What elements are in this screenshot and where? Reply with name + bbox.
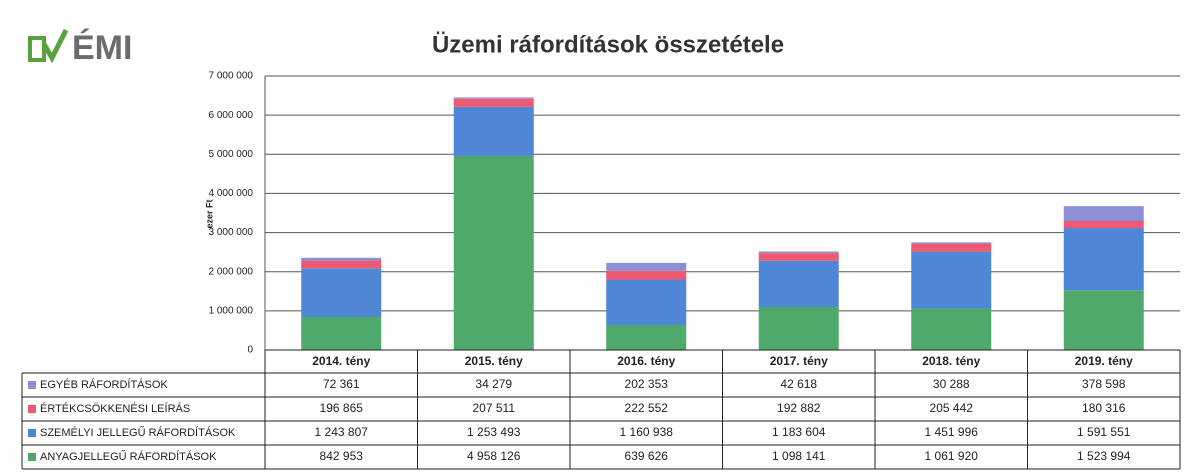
bar-segment xyxy=(911,243,992,252)
y-tick-label: 7 000 000 xyxy=(209,71,254,82)
logo: ÉMI xyxy=(72,29,132,67)
y-tick-label: 2 000 000 xyxy=(209,266,254,277)
bar-segment xyxy=(453,106,534,156)
x-tick-label: 2019. tény xyxy=(1075,354,1133,368)
bar-segment xyxy=(758,307,839,350)
bar-segment xyxy=(606,279,687,325)
bar-segment xyxy=(911,242,992,244)
bar-segment xyxy=(758,260,839,308)
table-cell: 196 865 xyxy=(320,401,364,415)
bar-segment xyxy=(453,155,534,350)
table-cell: 1 098 141 xyxy=(772,449,826,463)
table-cell: 1 243 807 xyxy=(315,425,369,439)
x-tick-label: 2018. tény xyxy=(922,354,980,368)
y-tick-label: 5 000 000 xyxy=(209,149,254,160)
table-cell: 42 618 xyxy=(780,377,817,391)
bar-segment xyxy=(301,257,382,261)
bar-segment xyxy=(1063,228,1144,291)
y-tick-label: 0 xyxy=(247,345,253,356)
bar-segment xyxy=(1063,220,1144,229)
y-tick-label: 4 000 000 xyxy=(209,188,254,199)
bar-segment xyxy=(758,251,839,254)
bar-segment xyxy=(1063,206,1144,221)
table-cell: 842 953 xyxy=(320,449,364,463)
table-cell: 30 288 xyxy=(933,377,970,391)
table-cell: 639 626 xyxy=(625,449,669,463)
table-cell: 1 061 920 xyxy=(925,449,979,463)
table-cell: 1 253 493 xyxy=(467,425,521,439)
table-cell: 192 882 xyxy=(777,401,821,415)
table-cell: 1 183 604 xyxy=(772,425,826,439)
bar-segment xyxy=(301,317,382,350)
table-cell: 180 316 xyxy=(1082,401,1126,415)
table-cell: 4 958 126 xyxy=(467,449,521,463)
legend-swatch xyxy=(28,405,36,413)
x-tick-label: 2014. tény xyxy=(312,354,370,368)
bar-segment xyxy=(1063,290,1144,350)
bar-segment xyxy=(606,262,687,271)
logo-mark xyxy=(28,36,46,62)
table-cell: 1 160 938 xyxy=(620,425,674,439)
table-cell: 378 598 xyxy=(1082,377,1126,391)
table-cell: 72 361 xyxy=(323,377,360,391)
table-cell: 207 511 xyxy=(473,401,516,415)
legend-label: ÉRTÉKCSÖKKENÉSI LEÍRÁS xyxy=(40,402,190,415)
table-cell: 202 353 xyxy=(625,377,669,391)
bar-segment xyxy=(911,308,992,350)
x-tick-label: 2016. tény xyxy=(617,354,675,368)
bar-segment xyxy=(301,268,382,318)
table-cell: 34 279 xyxy=(475,377,512,391)
bar-segment xyxy=(758,253,839,261)
y-tick-label: 6 000 000 xyxy=(209,110,254,121)
legend-label: SZEMÉLYI JELLEGŰ RÁFORDÍTÁSOK xyxy=(40,425,236,439)
bar-segment xyxy=(453,97,534,99)
bar-segment xyxy=(606,270,687,280)
table-cell: 1 591 551 xyxy=(1077,425,1131,439)
legend-swatch xyxy=(28,453,36,461)
bar-segment xyxy=(453,98,534,107)
legend-swatch xyxy=(28,381,36,389)
x-tick-label: 2015. tény xyxy=(465,354,523,368)
legend-label: ANYAGJELLEGŰ RÁFORDÍTÁSOK xyxy=(40,449,217,463)
y-axis-label: ezer Ft xyxy=(204,199,214,228)
table-cell: 222 552 xyxy=(625,401,669,415)
bar-segment xyxy=(606,324,687,350)
table-cell: 205 442 xyxy=(930,401,974,415)
y-tick-label: 3 000 000 xyxy=(209,227,254,238)
table-cell: 1 523 994 xyxy=(1077,449,1131,463)
logo-check xyxy=(41,28,69,64)
chart-title: Üzemi ráfordítások összetétele xyxy=(432,31,784,58)
bar-segment xyxy=(911,251,992,309)
legend-label: EGYÉB RÁFORDÍTÁSOK xyxy=(40,378,168,391)
bar-segment xyxy=(301,260,382,269)
x-tick-label: 2017. tény xyxy=(770,354,828,368)
legend-swatch xyxy=(28,429,36,437)
y-tick-label: 1 000 000 xyxy=(209,305,254,316)
table-cell: 1 451 996 xyxy=(925,425,979,439)
